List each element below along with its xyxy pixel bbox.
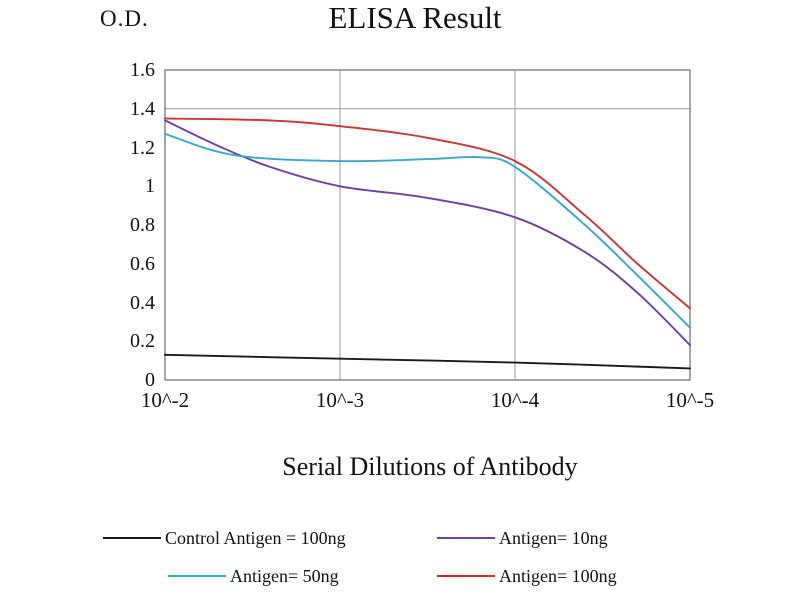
y-axis-tick-labels: 0 0.2 0.4 0.6 0.8 1 1.2 1.4 1.6 (95, 0, 155, 450)
y-tick-label: 0.8 (130, 214, 155, 236)
legend-label: Control Antigen = 100ng (165, 527, 346, 548)
legend-label: Antigen= 100ng (499, 565, 617, 586)
y-tick-label: 1.4 (130, 97, 155, 120)
y-tick-label: 0.6 (130, 252, 155, 275)
chart-title: ELISA Result (328, 0, 502, 35)
legend: Control Antigen = 100ng Antigen= 10ng Anti… (0, 524, 800, 600)
series-line-antigen-50ng (164, 132, 691, 329)
x-tick-label: 10^-4 (490, 388, 540, 412)
x-axis-tick-labels: 10^-2 10^-3 10^-4 10^-5 (0, 388, 800, 418)
legend-label: Antigen= 10ng (499, 527, 608, 548)
y-tick-label: 1 (145, 175, 155, 198)
y-tick-label: 1.6 (130, 59, 155, 81)
legend-item: Antigen= 100ng (437, 564, 617, 588)
legend-item: Control Antigen = 100ng (103, 526, 346, 550)
legend-line-swatch (437, 575, 495, 577)
x-tick-label: 10^-2 (140, 388, 190, 412)
plot-frame (164, 69, 691, 381)
legend-line-swatch (168, 575, 226, 577)
series-line-control-antigen-100ng (164, 353, 691, 370)
y-tick-label: 0.4 (130, 291, 155, 314)
series-line-antigen-10ng (164, 119, 691, 347)
y-tick-label: 0 (145, 369, 155, 391)
legend-label: Antigen= 50ng (230, 565, 339, 586)
x-axis-title: Serial Dilutions of Antibody (282, 452, 578, 481)
x-tick-label: 10^-5 (665, 388, 715, 412)
y-axis-title: O.D. (100, 6, 149, 31)
legend-line-swatch (437, 537, 495, 539)
legend-item: Antigen= 10ng (437, 526, 608, 550)
legend-item: Antigen= 50ng (168, 564, 339, 588)
x-tick-label: 10^-3 (315, 388, 365, 412)
series-line-antigen-100ng (164, 117, 691, 310)
y-tick-label: 0.2 (130, 330, 155, 353)
legend-line-swatch (103, 537, 161, 539)
y-tick-label: 1.2 (130, 136, 155, 159)
